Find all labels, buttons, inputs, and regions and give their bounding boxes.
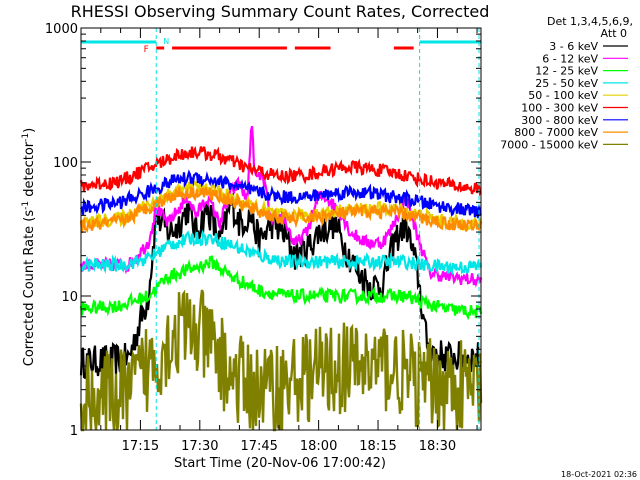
legend-entry-label-2: 12 - 25 keV (535, 65, 598, 78)
legend-header-line-2: Att 0 (601, 27, 627, 40)
series-line-6 (79, 169, 482, 219)
series-line-0 (79, 191, 482, 380)
x-tick-label-0: 17:15 (122, 439, 159, 454)
x-tick-label-1: 17:30 (181, 439, 218, 454)
x-tick-label-2: 17:45 (240, 439, 277, 454)
x-tick-label-3: 18:00 (300, 439, 337, 454)
plot-area: F N 1 10 100 1000 17:15 17:30 17:45 18:00 18:15 18:… (45, 22, 483, 454)
legend-entry-label-7: 800 - 7000 keV (514, 126, 598, 139)
chart-title: RHESSI Observing Summary Count Rates, Co… (71, 2, 490, 21)
footer-date: 18-Oct-2021 02:36 (561, 470, 637, 479)
legend-entry-label-0: 3 - 6 keV (549, 40, 598, 53)
legend-entry-label-1: 6 - 12 keV (542, 52, 598, 65)
night-flag-label: N (163, 37, 169, 46)
y-tick-label-0: 1 (70, 424, 78, 439)
x-axis-label: Start Time (20-Nov-06 17:00:42) (174, 456, 386, 471)
flare-flag-label: F (144, 45, 149, 55)
y-tick-label-2: 100 (53, 156, 78, 171)
x-tick-label-5: 18:30 (419, 439, 456, 454)
series-line-3 (80, 229, 483, 276)
series-line-5 (79, 145, 482, 197)
series-line-2 (79, 255, 483, 321)
legend-entry-label-5: 100 - 300 keV (521, 102, 598, 115)
legend-entry-label-4: 50 - 100 keV (528, 89, 598, 102)
y-axis-label: Corrected Count Rate (s-1 detector-1) (21, 128, 37, 366)
x-tick-label-4: 18:15 (359, 439, 396, 454)
legend-entry-label-3: 25 - 50 keV (535, 77, 598, 90)
series-line-7 (79, 186, 483, 233)
series-line-8 (79, 289, 483, 432)
y-tick-label-3: 1000 (45, 22, 78, 37)
y-tick-label-1: 10 (61, 290, 78, 305)
legend-header-line-1: Det 1,3,4,5,6,9, (547, 15, 633, 28)
plot-frame (80, 27, 482, 431)
legend-entry-label-6: 300 - 800 keV (521, 114, 598, 127)
legend-entry-label-8: 7000 - 15000 keV (500, 138, 598, 151)
